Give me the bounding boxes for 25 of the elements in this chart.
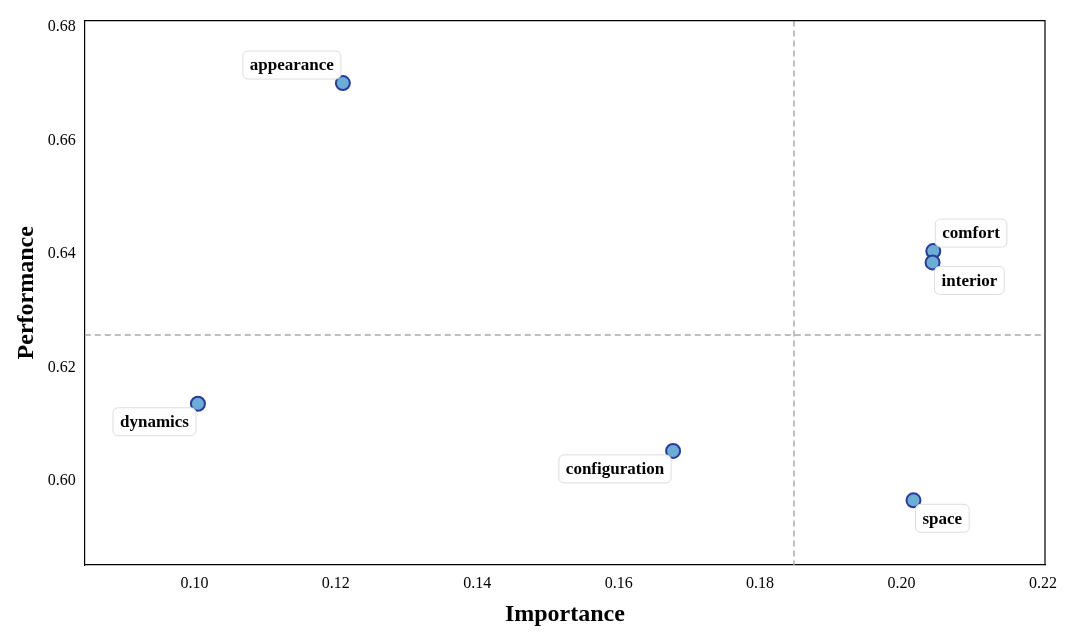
x-axis-title: Importance bbox=[504, 599, 626, 626]
point bbox=[334, 75, 351, 92]
y-tick-label: 0.68 bbox=[47, 17, 76, 35]
annotation: appearance bbox=[249, 55, 335, 75]
y-axis-title: Performance bbox=[11, 225, 38, 360]
annotation: configuration bbox=[565, 459, 665, 479]
y-tick-label: 0.62 bbox=[47, 357, 76, 375]
x-tick-label: 0.18 bbox=[746, 573, 775, 591]
x-tick-label: 0.10 bbox=[180, 573, 209, 591]
annotation: space bbox=[922, 508, 963, 528]
annotation: dynamics bbox=[119, 412, 190, 432]
annotation: comfort bbox=[942, 223, 1001, 243]
point bbox=[665, 442, 682, 459]
x-tick-label: 0.16 bbox=[604, 573, 633, 591]
y-tick-label: 0.66 bbox=[47, 130, 76, 148]
point bbox=[924, 254, 941, 271]
annotation: interior bbox=[941, 270, 998, 290]
x-tick-label: 0.22 bbox=[1028, 573, 1057, 591]
x-tick-label: 0.14 bbox=[463, 573, 492, 591]
y-tick-label: 0.60 bbox=[47, 471, 76, 489]
x-tick-label: 0.20 bbox=[887, 573, 916, 591]
y-tick-label: 0.64 bbox=[47, 244, 76, 262]
x-tick-label: 0.12 bbox=[321, 573, 350, 591]
point bbox=[905, 492, 922, 509]
point bbox=[189, 395, 206, 412]
